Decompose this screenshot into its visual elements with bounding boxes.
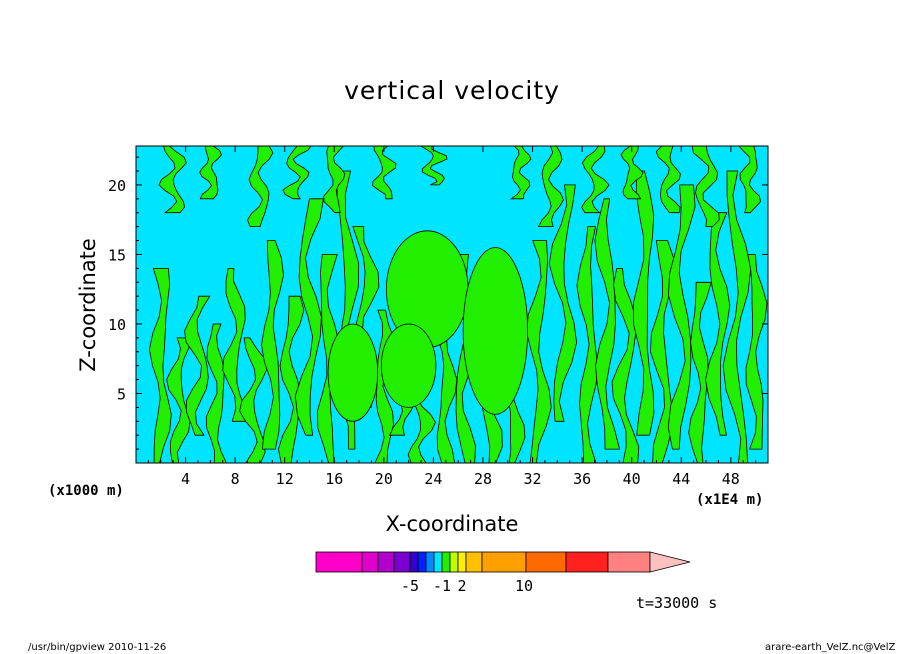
green-top-band — [282, 146, 312, 200]
colorbar-segment — [409, 551, 419, 573]
green-band — [722, 170, 752, 463]
green-band — [632, 170, 655, 436]
x-tick-label: 24 — [424, 470, 442, 488]
colorbar-segment — [377, 551, 395, 573]
colorbar: -5 -1 2 10 — [315, 551, 691, 595]
green-top-band — [738, 146, 761, 214]
green-band — [576, 226, 598, 463]
green-top-band — [158, 146, 187, 214]
green-band — [239, 337, 268, 463]
colorbar-segment — [465, 551, 483, 573]
x-tick-label: 12 — [276, 470, 294, 488]
green-band — [205, 323, 227, 463]
green-band — [261, 240, 284, 450]
green-band — [317, 254, 340, 463]
green-top-band — [537, 146, 564, 227]
x-tick-label: 44 — [672, 470, 690, 488]
colorbar-segment — [441, 551, 451, 573]
colorbar-segment — [433, 551, 443, 573]
x-tick-label: 8 — [231, 470, 240, 488]
green-top-band — [620, 146, 644, 200]
x-axis: 4 8 12 16 20 24 28 32 36 40 44 48 — [147, 146, 757, 488]
y-tick-label: 5 — [117, 385, 126, 403]
green-blob — [380, 323, 437, 408]
y-tick-label: 20 — [108, 177, 126, 195]
green-band — [705, 212, 731, 436]
x-tick-label: 32 — [524, 470, 542, 488]
x-tick-label: 40 — [623, 470, 641, 488]
green-band — [650, 240, 675, 463]
y-axis: 5 10 15 20 — [108, 156, 768, 450]
colorbar-segment — [565, 551, 609, 573]
x-tick-label: 20 — [375, 470, 393, 488]
colorbar-segment — [393, 551, 411, 573]
colorbar-segment — [449, 551, 459, 573]
footer-left: /usr/bin/gpview 2010-11-26 — [28, 642, 167, 653]
colorbar-segment — [361, 551, 379, 573]
y-tick-label: 15 — [108, 246, 126, 264]
green-band — [166, 337, 192, 463]
green-blob — [462, 247, 528, 415]
colorbar-label: 10 — [515, 577, 533, 595]
x-tick-label: 48 — [722, 470, 740, 488]
x-tick-label: 4 — [181, 470, 190, 488]
colorbar-segment — [525, 551, 567, 573]
colorbar-label: -1 — [433, 577, 451, 595]
colorbar-segment — [481, 551, 527, 573]
green-band — [277, 295, 305, 463]
plot-area — [136, 146, 768, 463]
x-tick-label: 28 — [474, 470, 492, 488]
y-tick-label: 10 — [108, 316, 126, 334]
x-multiplier-label: (x1E4 m) — [696, 492, 764, 508]
green-band — [745, 254, 768, 450]
colorbar-segment — [425, 551, 435, 573]
green-band — [688, 281, 712, 463]
x-axis-label: X-coordinate — [385, 512, 519, 536]
time-label: t=33000 s — [636, 594, 718, 612]
green-top-band — [199, 146, 222, 200]
x-tick-label: 16 — [325, 470, 343, 488]
colorbar-arrow — [649, 551, 691, 573]
x-tick-label: 36 — [573, 470, 591, 488]
colorbar-segment — [607, 551, 651, 573]
green-blob — [327, 323, 379, 422]
colorbar-segment — [457, 551, 467, 573]
colorbar-segment — [417, 551, 427, 573]
chart-title: vertical velocity — [344, 76, 560, 105]
green-top-band — [420, 146, 448, 186]
green-band — [548, 184, 578, 422]
footer-right: arare-earth_VelZ.nc@VelZ — [765, 642, 896, 653]
colorbar-segment — [315, 551, 363, 573]
plot-frame — [135, 145, 769, 464]
colorbar-label: 2 — [457, 577, 466, 595]
green-top-band — [691, 146, 720, 227]
green-top-band — [581, 146, 610, 214]
green-band — [594, 198, 621, 450]
x-unit-label: (x1000 m) — [48, 483, 124, 499]
green-band — [184, 295, 211, 436]
green-top-band — [247, 146, 274, 227]
green-top-band — [655, 146, 681, 214]
green-top-band — [323, 146, 346, 214]
green-band — [294, 198, 324, 436]
y-axis-label: Z-coordinate — [76, 238, 100, 372]
green-top-band — [509, 146, 532, 200]
green-band — [148, 268, 172, 463]
green-top-band — [372, 146, 397, 200]
colorbar-label: -5 — [401, 577, 419, 595]
green-band — [667, 184, 696, 450]
